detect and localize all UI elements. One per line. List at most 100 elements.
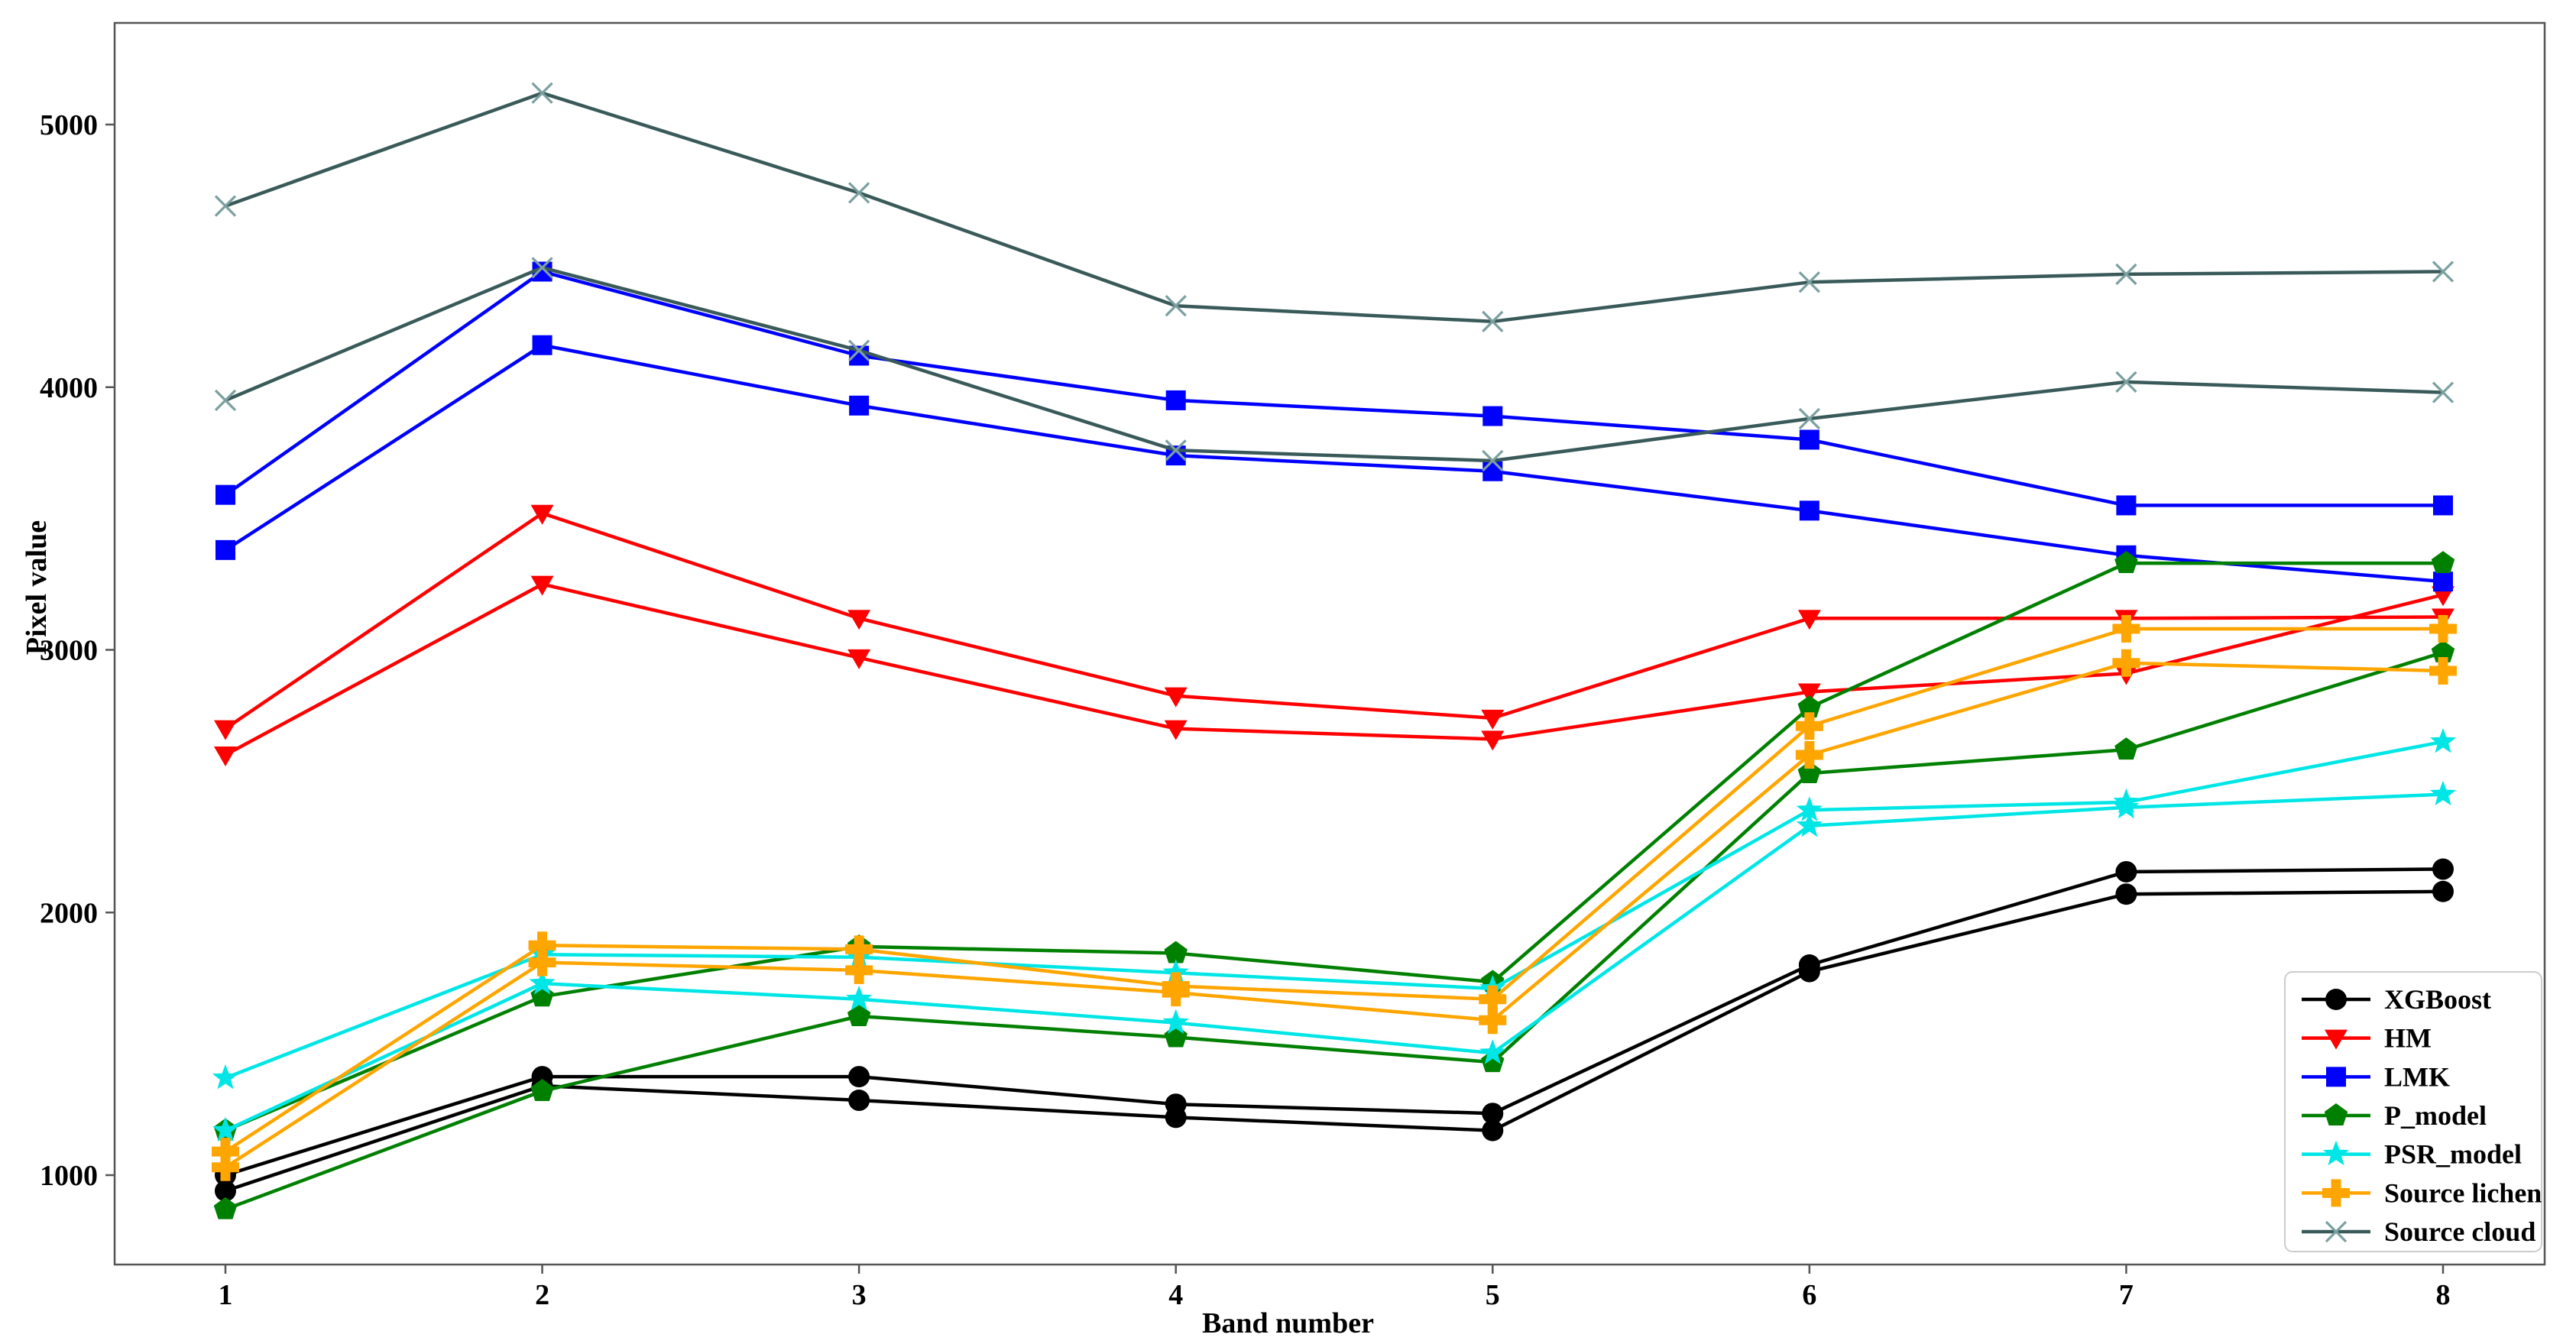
plus-marker-shape bbox=[1479, 1006, 1507, 1035]
x-marker-icon bbox=[2432, 261, 2454, 283]
pentagon-marker-icon bbox=[2114, 551, 2138, 574]
pentagon-marker-icon bbox=[2324, 1103, 2348, 1125]
square-marker-shape bbox=[2326, 1067, 2346, 1087]
circle-marker-shape bbox=[1482, 1103, 1504, 1125]
pentagon-marker-icon bbox=[530, 1079, 554, 1101]
plus-marker-shape bbox=[2112, 615, 2140, 643]
circle-marker-shape bbox=[1798, 960, 1820, 983]
square-marker-shape bbox=[532, 335, 552, 355]
legend-item-source-cloud[interactable]: Source cloud bbox=[2302, 1216, 2535, 1247]
series-line-source-cloud-2 bbox=[225, 266, 2444, 463]
triangle-down-marker-icon bbox=[1164, 720, 1188, 740]
plus-marker-icon bbox=[1795, 712, 1823, 740]
triangle-down-marker-shape bbox=[530, 575, 554, 596]
x-marker-icon bbox=[2432, 381, 2454, 403]
pentagon-marker-shape bbox=[1797, 695, 1822, 718]
series-line-p-model-2 bbox=[225, 650, 2444, 1211]
square-marker-shape bbox=[2116, 495, 2137, 516]
y-tick-label: 4000 bbox=[40, 372, 98, 404]
pentagon-marker-shape bbox=[1797, 761, 1822, 784]
triangle-down-marker-shape bbox=[1164, 687, 1188, 708]
circle-marker-icon bbox=[1482, 1103, 1504, 1125]
circle-marker-icon bbox=[848, 1066, 870, 1088]
plus-marker-shape bbox=[2112, 649, 2140, 677]
x-marker-shape bbox=[1798, 271, 1820, 293]
x-tick-label: 2 bbox=[535, 1279, 549, 1311]
pentagon-marker-icon bbox=[2431, 640, 2455, 662]
pentagon-marker-shape bbox=[1481, 1050, 1505, 1073]
series-line-source-cloud-1 bbox=[225, 91, 2444, 324]
square-marker-icon bbox=[215, 539, 235, 560]
triangle-down-marker-icon bbox=[214, 720, 237, 740]
star-marker-shape bbox=[2322, 1140, 2350, 1166]
square-marker-icon bbox=[1799, 500, 1819, 521]
plus-marker-icon bbox=[212, 1138, 239, 1166]
circle-marker-shape bbox=[848, 1066, 870, 1088]
x-marker-shape bbox=[531, 257, 553, 279]
star-marker-icon bbox=[2113, 793, 2140, 819]
x-marker-icon bbox=[214, 195, 237, 217]
x-marker-icon bbox=[1798, 271, 1820, 293]
x-marker-shape bbox=[1165, 295, 1187, 317]
circle-marker-icon bbox=[848, 1090, 870, 1112]
plus-marker-icon bbox=[845, 935, 873, 963]
triangle-down-marker-icon bbox=[530, 504, 554, 525]
circle-marker-icon bbox=[2115, 883, 2137, 905]
x-marker-icon bbox=[848, 339, 870, 361]
x-marker-icon bbox=[531, 257, 553, 279]
pentagon-marker-shape bbox=[1164, 941, 1188, 963]
legend-item-psr-model[interactable]: PSR_model bbox=[2302, 1139, 2522, 1170]
pentagon-marker-icon bbox=[2431, 551, 2455, 574]
triangle-down-marker-icon bbox=[1481, 730, 1505, 751]
triangle-down-marker-shape bbox=[847, 610, 871, 630]
star-marker-shape bbox=[2113, 793, 2140, 819]
star-marker-icon bbox=[212, 1064, 239, 1090]
x-tick-label: 4 bbox=[1168, 1279, 1183, 1311]
circle-marker-icon bbox=[1798, 960, 1820, 983]
x-marker-shape bbox=[1482, 310, 1504, 332]
y-axis-title: Pixel value bbox=[21, 520, 53, 656]
plus-marker-icon bbox=[212, 1153, 239, 1181]
plus-marker-icon bbox=[1479, 1006, 1507, 1035]
square-marker-shape bbox=[215, 539, 235, 560]
series-line-xgboost-1 bbox=[225, 867, 2444, 1177]
square-marker-icon bbox=[2326, 1067, 2346, 1087]
legend-item-xgboost[interactable]: XGBoost bbox=[2302, 984, 2491, 1015]
x-marker-shape bbox=[2115, 263, 2137, 286]
circle-marker-icon bbox=[2325, 989, 2347, 1010]
triangle-down-marker-icon bbox=[214, 746, 237, 766]
x-marker-shape bbox=[848, 339, 870, 361]
legend-item-p-model[interactable]: P_model bbox=[2302, 1100, 2487, 1131]
legend-label: Source lichen bbox=[2384, 1177, 2542, 1208]
x-marker-shape bbox=[531, 82, 553, 104]
triangle-down-marker-icon bbox=[1797, 610, 1821, 630]
legend-label: LMK bbox=[2384, 1061, 2450, 1092]
star-marker-icon bbox=[212, 1116, 239, 1142]
star-marker-shape bbox=[529, 970, 556, 995]
circle-marker-shape bbox=[2115, 883, 2137, 905]
square-marker-shape bbox=[1165, 390, 1186, 410]
circle-marker-icon bbox=[1165, 1106, 1187, 1129]
square-marker-shape bbox=[215, 484, 235, 505]
x-tick-label: 3 bbox=[852, 1279, 867, 1311]
x-marker-shape bbox=[214, 389, 237, 412]
square-marker-shape bbox=[1482, 406, 1503, 426]
pentagon-marker-shape bbox=[2431, 551, 2455, 574]
triangle-down-marker-shape bbox=[1164, 720, 1188, 740]
x-marker-icon bbox=[1165, 439, 1187, 461]
square-marker-icon bbox=[2432, 495, 2453, 516]
pentagon-marker-icon bbox=[847, 1004, 871, 1026]
star-marker-shape bbox=[2429, 727, 2457, 753]
circle-marker-shape bbox=[848, 1090, 870, 1112]
star-marker-shape bbox=[1162, 959, 1189, 984]
triangle-down-marker-shape bbox=[2325, 1029, 2348, 1050]
square-marker-icon bbox=[1799, 429, 1819, 450]
y-tick-label: 1000 bbox=[40, 1160, 98, 1192]
plus-marker-shape bbox=[2429, 615, 2457, 643]
pentagon-marker-icon bbox=[213, 1197, 238, 1219]
square-marker-shape bbox=[1799, 500, 1819, 521]
series-line-hm-2 bbox=[224, 582, 2444, 756]
plus-marker-icon bbox=[2322, 1179, 2350, 1207]
star-marker-shape bbox=[846, 985, 873, 1011]
plus-marker-shape bbox=[845, 935, 873, 963]
